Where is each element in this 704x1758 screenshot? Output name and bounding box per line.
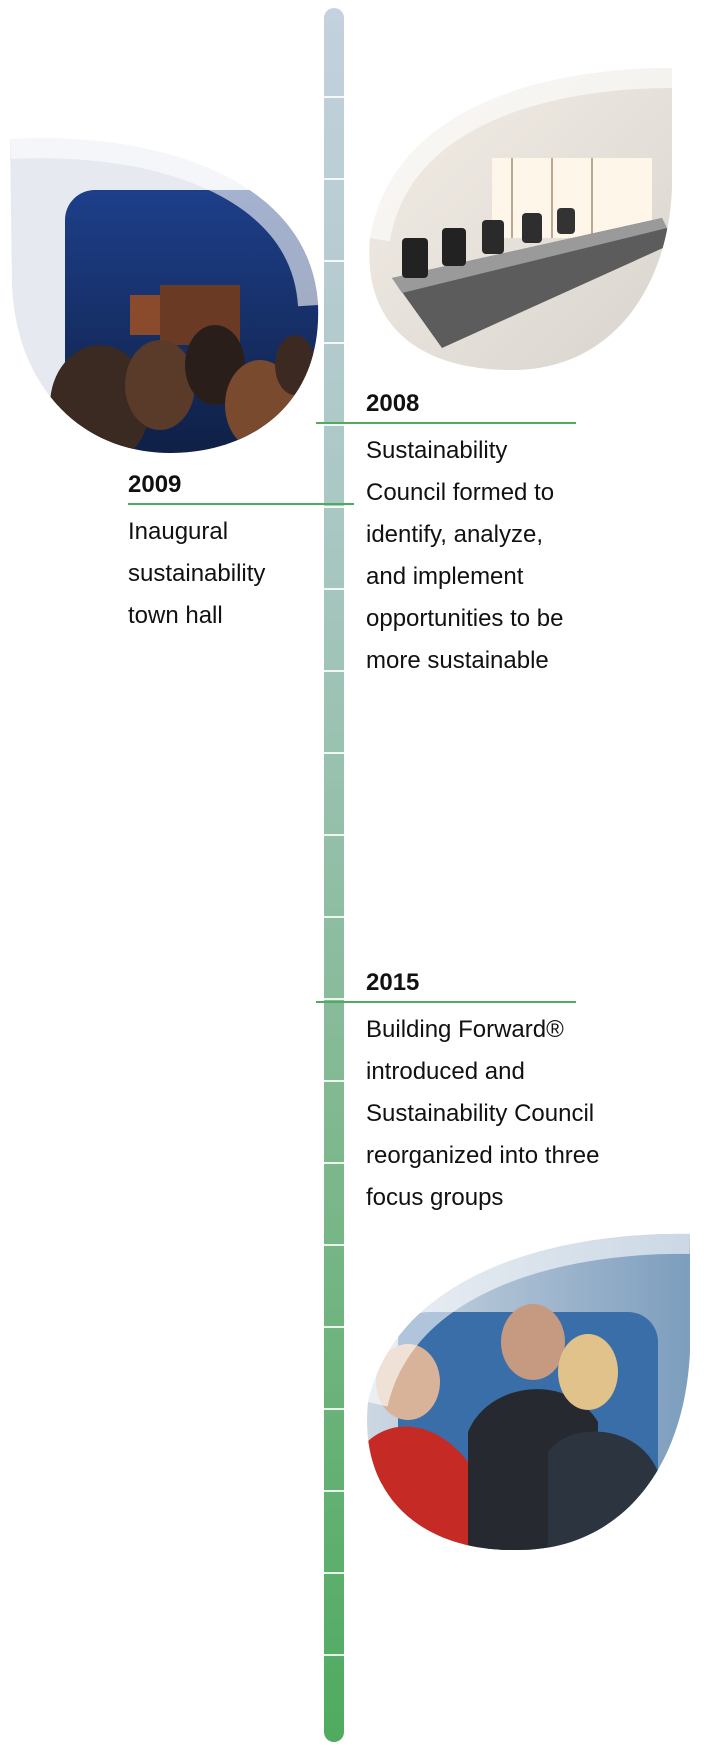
stem-tick [324, 1244, 344, 1246]
stem-tick [324, 1490, 344, 1492]
stem-tick [324, 1408, 344, 1410]
event-year: 2015 [366, 969, 420, 996]
stem-tick [324, 1326, 344, 1328]
stem-tick [324, 1572, 344, 1574]
stem-tick [324, 1162, 344, 1164]
stem-tick [324, 834, 344, 836]
event-description: Sustainability Council formed to identif… [366, 437, 564, 674]
event-rule [316, 1001, 576, 1003]
timeline-event-2009: 2009 Inaugural sustainability town hall [128, 471, 354, 637]
team-meeting-photo [358, 1232, 692, 1552]
stem-tick [324, 588, 344, 590]
stem-tick [324, 424, 344, 426]
stem-tick [324, 752, 344, 754]
timeline-stem [324, 8, 344, 1742]
town-hall-audience-photo [10, 135, 320, 455]
event-description: Building Forward® introduced and Sustain… [366, 1016, 600, 1211]
stem-tick [324, 342, 344, 344]
stem-tick [324, 670, 344, 672]
conference-room-photo [362, 68, 674, 370]
timeline-event-2015: 2015 Building Forward® introduced and Su… [316, 969, 599, 1219]
stem-tick [324, 506, 344, 508]
timeline-event-2008: 2008 Sustainability Council formed to id… [316, 390, 576, 682]
event-year: 2009 [128, 471, 182, 498]
stem-tick [324, 916, 344, 918]
stem-tick [324, 998, 344, 1000]
stem-tick [324, 1654, 344, 1656]
event-rule [128, 503, 354, 505]
stem-tick [324, 260, 344, 262]
event-description: Inaugural sustainability town hall [128, 518, 266, 629]
stem-tick [324, 178, 344, 180]
event-rule [316, 422, 576, 424]
stem-tick [324, 1080, 344, 1082]
event-year: 2008 [366, 390, 420, 417]
stem-tick [324, 96, 344, 98]
